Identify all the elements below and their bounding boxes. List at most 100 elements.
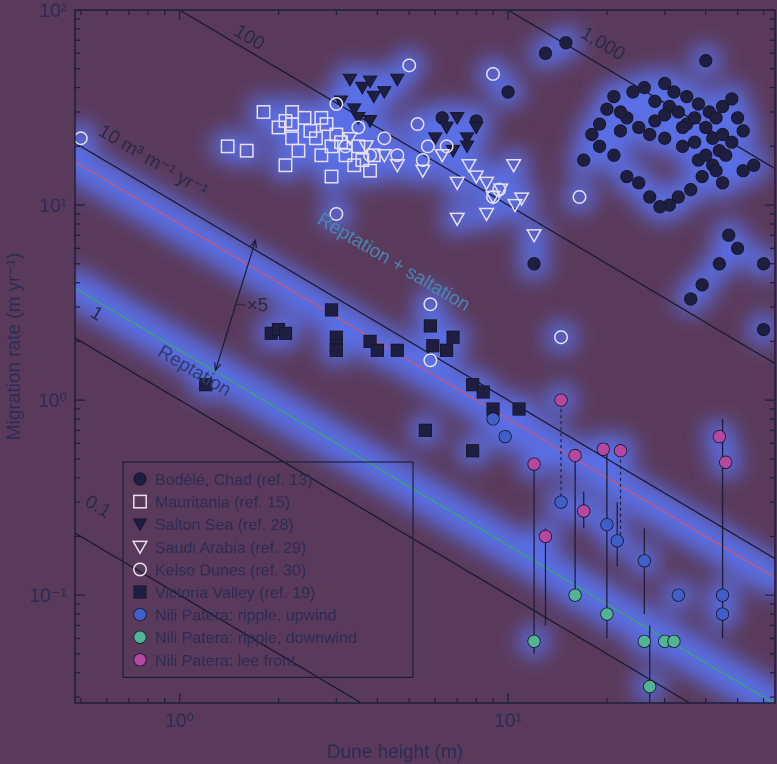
legend: Bodélé, Chad (ref. 13) Mauritania (ref. 1… xyxy=(122,461,414,678)
point-s0-48 xyxy=(613,124,628,138)
x-tick-label-0: 10⁰ xyxy=(165,711,194,732)
glow-blob-4-16 xyxy=(320,197,353,230)
point-s1-0 xyxy=(220,139,235,154)
point-s4-17 xyxy=(423,297,438,312)
point-s2-15 xyxy=(346,103,362,117)
point-s3-14 xyxy=(505,159,522,174)
point-s0-62 xyxy=(695,278,709,292)
legend-label-3: Saudi Arabia (ref. 29) xyxy=(155,540,306,557)
x-axis-title: Dune height (m) xyxy=(327,742,463,763)
point-s3-3 xyxy=(389,159,406,174)
point-s3-13 xyxy=(513,192,530,207)
legend-marker-4 xyxy=(133,562,147,577)
legend-marker-1 xyxy=(133,494,147,509)
point-s8-2 xyxy=(554,393,568,407)
point-s8-8 xyxy=(719,455,733,469)
annotation-arrowhead-bottom xyxy=(214,362,222,373)
point-s5-14 xyxy=(476,385,490,399)
point-s1-11 xyxy=(314,148,329,163)
legend-label-1: Mauritania (ref. 15) xyxy=(155,495,290,512)
point-s4-4 xyxy=(351,120,366,135)
point-s7-0 xyxy=(527,634,541,648)
fit-lines xyxy=(75,161,775,703)
point-s6-3 xyxy=(600,518,614,532)
fit-line-0 xyxy=(75,161,775,579)
point-s0-53 xyxy=(699,148,713,162)
point-s0-33 xyxy=(725,135,739,149)
point-s0-24 xyxy=(667,85,681,99)
glow-blob-3-16 xyxy=(441,202,474,235)
point-s3-7 xyxy=(460,159,478,174)
legend-marker-8 xyxy=(133,653,147,667)
point-s4-16 xyxy=(329,207,344,221)
point-s4-3 xyxy=(329,96,344,111)
point-s2-4 xyxy=(389,73,405,87)
point-s4-1 xyxy=(402,58,417,73)
point-s4-18 xyxy=(423,353,438,368)
annotation-label: ~×5 xyxy=(235,295,268,316)
point-s0-15 xyxy=(658,131,672,145)
legend-frame xyxy=(122,461,414,678)
point-s4-7 xyxy=(377,131,392,146)
point-s1-1 xyxy=(239,143,254,158)
point-s5-13 xyxy=(466,378,480,392)
point-s0-4 xyxy=(648,94,662,108)
point-s1-10 xyxy=(308,131,323,146)
point-s0-6 xyxy=(671,105,685,119)
point-s3-4 xyxy=(414,164,431,179)
legend-label-8: Nili Patera: lee front xyxy=(155,653,296,670)
point-s6-8 xyxy=(715,607,730,621)
point-s6-4 xyxy=(610,534,624,548)
point-s0-12 xyxy=(715,127,730,142)
point-s4-10 xyxy=(420,139,435,154)
point-s5-19 xyxy=(418,423,432,437)
point-s0-0 xyxy=(559,36,573,50)
point-s0-9 xyxy=(699,120,713,135)
point-s0-23 xyxy=(658,76,672,91)
point-s2-7 xyxy=(362,115,378,129)
point-s0-40 xyxy=(653,200,667,214)
point-s6-6 xyxy=(671,588,685,602)
point-s5-8 xyxy=(390,343,404,357)
point-s0-69 xyxy=(538,46,553,60)
point-s4-8 xyxy=(390,148,405,163)
point-s0-61 xyxy=(736,164,750,178)
legend-label-2: Salton Sea (ref. 28) xyxy=(155,517,294,534)
glow-blob-1-25 xyxy=(315,160,348,193)
point-s3-2 xyxy=(376,149,393,164)
point-s0-19 xyxy=(613,105,628,119)
point-s7-3 xyxy=(637,634,651,648)
legend-label-0: Bodélé, Chad (ref. 13) xyxy=(155,472,312,489)
point-s0-30 xyxy=(725,92,739,106)
point-s0-55 xyxy=(715,176,730,190)
point-s1-20 xyxy=(363,163,378,178)
point-s0-21 xyxy=(607,89,621,104)
y-tick-label-1: 10⁰ xyxy=(38,391,67,412)
point-s5-16 xyxy=(512,402,526,416)
point-s6-7 xyxy=(715,588,730,602)
point-s0-38 xyxy=(671,190,685,204)
point-s0-57 xyxy=(712,257,726,271)
point-s4-11 xyxy=(415,153,430,168)
point-s0-17 xyxy=(632,120,646,135)
annotation-arrowhead-top xyxy=(249,238,257,249)
legend-marker-0 xyxy=(133,472,147,486)
glow-blob-1-22 xyxy=(276,95,309,128)
point-s0-45 xyxy=(592,139,607,153)
point-s4-15 xyxy=(572,190,587,204)
point-s1-23 xyxy=(278,158,293,173)
point-s4-0 xyxy=(75,131,88,146)
fit-line-1 xyxy=(75,287,775,703)
point-s0-43 xyxy=(620,169,634,184)
point-s2-5 xyxy=(333,95,349,109)
point-s0-56 xyxy=(722,228,736,242)
point-s3-16 xyxy=(449,212,466,227)
point-s2-10 xyxy=(449,111,465,126)
point-s1-16 xyxy=(338,148,353,163)
point-s5-7 xyxy=(370,343,384,357)
legend-label-6: Nili Patera: ripple, upwind xyxy=(155,608,336,625)
point-s0-32 xyxy=(736,124,750,138)
point-s0-22 xyxy=(626,85,640,99)
point-s0-25 xyxy=(680,89,694,104)
